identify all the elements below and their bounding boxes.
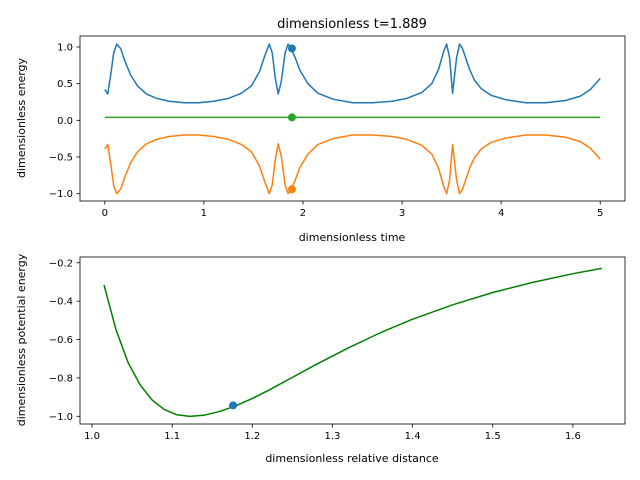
potential-y-ticks: −1.0 −0.8 −0.6 −0.4 −0.2 — [49, 258, 80, 423]
potential-x-axis-label: dimensionless relative distance — [265, 452, 439, 465]
energy-series-line-1 — [104, 134, 601, 195]
energy-x-tick-label: 0 — [102, 208, 108, 219]
energy-y-axis-label: dimensionless energy — [15, 57, 28, 178]
potential-vs-distance-axes: 1.0 1.1 1.2 1.3 1.4 1.5 1.6 −1.0 −0.8 −0.6 −0.4 −0… — [15, 253, 626, 465]
potential-x-tick-label: 1.3 — [325, 431, 341, 442]
energy-current-point-0 — [287, 44, 296, 53]
potential-current-point-0 — [229, 401, 238, 410]
energy-chart-title: dimensionless t=1.889 — [277, 17, 427, 32]
energy-y-tick-label: 1.0 — [57, 43, 73, 54]
potential-x-tick-label: 1.5 — [485, 431, 501, 442]
energy-plot-area — [104, 43, 601, 195]
potential-series-line-0 — [103, 267, 602, 418]
energy-series-line-0 — [104, 43, 601, 104]
energy-x-ticks: 0 1 2 3 4 5 — [102, 201, 603, 219]
energy-x-tick-label: 2 — [300, 208, 306, 219]
potential-x-tick-label: 1.4 — [405, 431, 421, 442]
energy-current-point-2 — [287, 113, 296, 122]
energy-x-tick-label: 1 — [201, 208, 207, 219]
potential-y-tick-label: −0.4 — [49, 297, 73, 308]
energy-y-tick-label: −0.5 — [49, 153, 73, 164]
potential-y-axis-label: dimensionless potential energy — [15, 253, 28, 426]
potential-x-tick-label: 1.6 — [565, 431, 581, 442]
potential-y-tick-label: −0.8 — [49, 373, 73, 384]
potential-plot-area — [103, 267, 602, 418]
potential-y-tick-label: −1.0 — [49, 412, 73, 423]
potential-x-ticks: 1.0 1.1 1.2 1.3 1.4 1.5 1.6 — [84, 424, 581, 442]
energy-y-ticks: −1.0 −0.5 0.0 0.5 1.0 — [49, 43, 80, 200]
potential-x-tick-label: 1.2 — [244, 431, 260, 442]
energy-x-tick-label: 3 — [399, 208, 405, 219]
energy-axes-frame — [79, 35, 626, 202]
energy-vs-time-axes: 0 1 2 3 4 5 −1.0 −0.5 0.0 0.5 1.0 dimensionless t… — [15, 17, 626, 244]
energy-y-tick-label: 0.0 — [57, 116, 73, 127]
potential-x-tick-label: 1.0 — [84, 431, 100, 442]
potential-axes-frame — [79, 256, 626, 425]
potential-x-tick-label: 1.1 — [164, 431, 180, 442]
energy-y-tick-label: 0.5 — [57, 79, 73, 90]
potential-y-tick-label: −0.6 — [49, 335, 73, 346]
energy-x-axis-label: dimensionless time — [299, 231, 406, 244]
energy-x-tick-label: 4 — [498, 208, 504, 219]
energy-x-tick-label: 5 — [597, 208, 603, 219]
energy-y-tick-label: −1.0 — [49, 189, 73, 200]
potential-y-tick-label: −0.2 — [49, 258, 73, 269]
energy-current-point-1 — [287, 185, 296, 194]
